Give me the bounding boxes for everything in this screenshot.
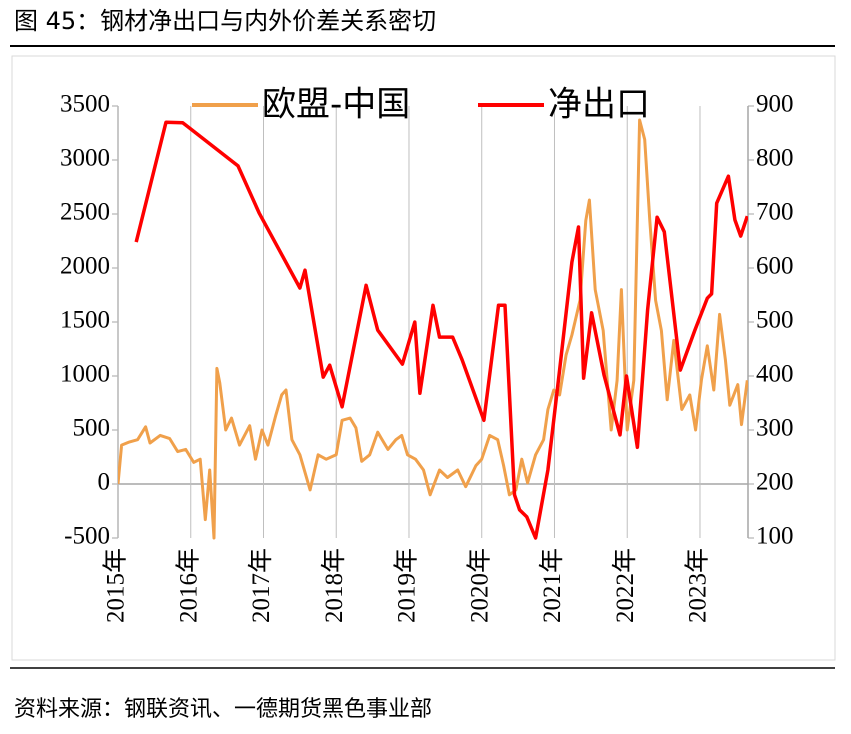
- series-line: [134, 120, 748, 540]
- y2-tick-label: 500: [756, 307, 794, 334]
- y2-tick-label: 600: [756, 253, 794, 280]
- y2-tick-label: 100: [756, 523, 794, 550]
- y-tick-label: 1500: [60, 307, 110, 334]
- chart-title: 图 45：钢材净出口与内外价差关系密切: [14, 7, 436, 35]
- x-tick-label: 2023年: [684, 548, 712, 623]
- y2-tick-label: 900: [756, 91, 794, 118]
- y2-tick-label: 200: [756, 469, 794, 496]
- x-tick-label: 2015年: [102, 548, 130, 623]
- y-tick-label: -500: [64, 523, 110, 550]
- y-tick-label: 0: [98, 469, 111, 496]
- x-tick-label: 2021年: [538, 548, 566, 623]
- y-tick-label: 3500: [60, 91, 110, 118]
- chart-frame: [11, 55, 836, 661]
- y-tick-label: 500: [73, 415, 111, 442]
- x-tick-label: 2022年: [611, 548, 639, 623]
- y-tick-label: 2000: [60, 253, 110, 280]
- legend-label: 欧盟-中国: [262, 85, 410, 125]
- source-note: 资料来源：钢联资讯、一德期货黑色事业部: [14, 697, 432, 722]
- x-tick-label: 2019年: [393, 548, 421, 623]
- y2-tick-label: 800: [756, 145, 794, 172]
- x-tick-label: 2018年: [320, 548, 348, 623]
- x-tick-label: 2017年: [247, 548, 275, 623]
- y-tick-label: 1000: [60, 361, 110, 388]
- x-tick-label: 2020年: [465, 548, 493, 623]
- y2-tick-label: 300: [756, 415, 794, 442]
- x-tick-label: 2016年: [174, 548, 202, 623]
- y2-tick-label: 400: [756, 361, 794, 388]
- legend-label: 净出口: [548, 85, 650, 125]
- series-line: [118, 118, 748, 540]
- y-tick-label: 2500: [60, 199, 110, 226]
- y-tick-label: 3000: [60, 145, 110, 172]
- y2-tick-label: 700: [756, 199, 794, 226]
